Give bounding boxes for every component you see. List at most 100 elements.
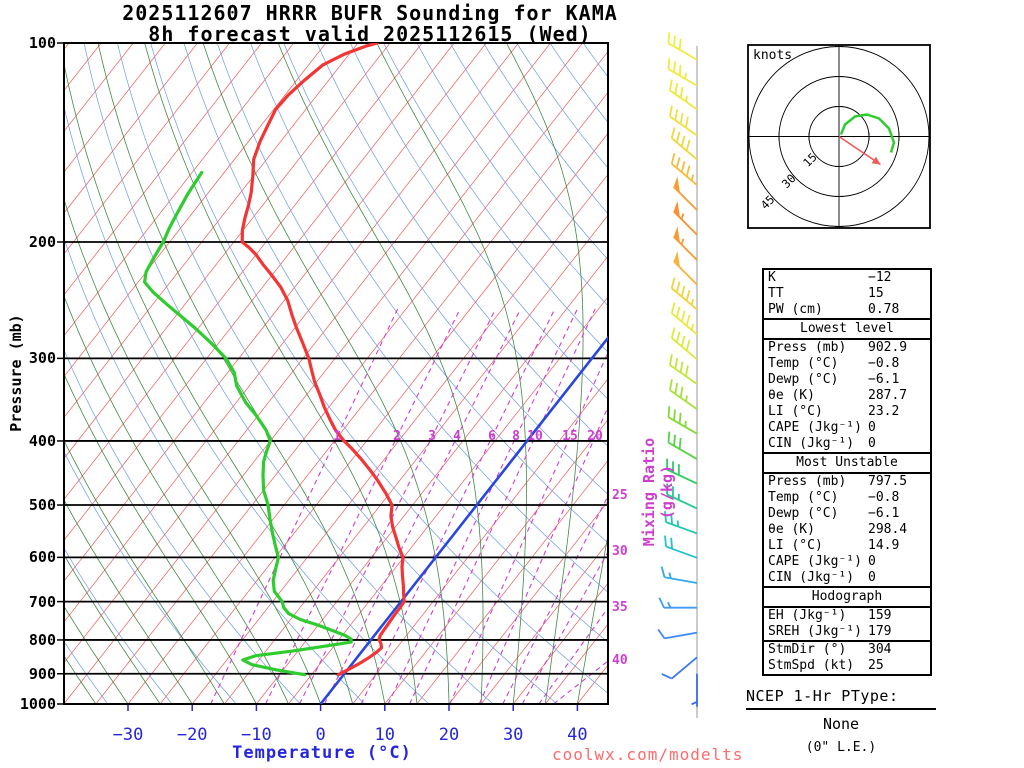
indices-row: PW (cm) 0.78: [764, 302, 930, 318]
indices-row: LI (°C) 23.2: [764, 404, 930, 420]
wind-barb: [667, 406, 698, 435]
mixing-ratio-label: 30: [612, 544, 628, 559]
indices-row: StmSpd (kt) 25: [764, 658, 930, 674]
wind-barb: [661, 656, 698, 680]
indices-row-label: CIN (Jkg⁻¹): [768, 570, 855, 585]
pressure-tick-label: 1000: [19, 695, 56, 713]
wind-barb: [669, 79, 698, 111]
indices-row-value: 0: [868, 420, 876, 435]
indices-row-value: 298.4: [868, 522, 908, 537]
wind-barb: [667, 58, 698, 87]
indices-row-value: −6.1: [868, 372, 900, 387]
indices-row-value: 902.9: [868, 340, 908, 355]
indices-row-value: 287.7: [868, 388, 908, 403]
chart-title-line1: 2025112607 HRRR BUFR Sounding for KAMA: [122, 1, 618, 25]
indices-row-label: SREH (Jkg⁻¹): [768, 624, 862, 639]
indices-row-label: TT: [768, 286, 784, 301]
temperature-tick-label: −20: [176, 725, 208, 745]
pressure-axis-label: Pressure (mb): [7, 314, 25, 432]
wind-barb-column: [657, 32, 698, 718]
indices-row-value: 23.2: [868, 404, 900, 419]
indices-row-value: 15: [868, 286, 884, 301]
indices-row-label: K: [768, 270, 776, 285]
temperature-tick-label: 0: [315, 725, 326, 745]
mixing-ratio-label: 2: [393, 429, 401, 444]
wind-barb: [673, 250, 698, 286]
mixing-ratio-label: 15: [562, 429, 578, 444]
indices-row-label: θe (K): [768, 388, 815, 403]
ptype-detail: (0" L.E.): [805, 740, 877, 755]
mixing-ratio-label: 6: [488, 429, 496, 444]
mixing-ratio-label: 35: [612, 600, 628, 615]
pressure-tick-label: 300: [28, 349, 56, 368]
indices-row-label: LI (°C): [768, 538, 823, 553]
ptype-value: None: [822, 715, 860, 733]
wind-barb: [670, 277, 698, 311]
wind-barb: [673, 226, 698, 261]
temperature-tick-label: 30: [502, 725, 524, 745]
temperature-axis-label: Temperature (°C): [232, 743, 412, 763]
indices-row-value: −0.8: [868, 356, 900, 371]
indices-row: Dewp (°C) −6.1: [764, 372, 930, 388]
indices-row-label: StmSpd (kt): [768, 658, 855, 673]
wind-barb: [691, 673, 698, 707]
indices-row-value: 25: [868, 658, 884, 673]
pressure-tick-label: 600: [28, 548, 56, 567]
indices-row-label: StmDir (°): [768, 642, 847, 657]
temperature-tick-label: 40: [567, 725, 588, 745]
pressure-grid-lines: [57, 42, 608, 711]
pressure-tick-label: 700: [28, 592, 56, 611]
pressure-tick-label: 100: [28, 34, 56, 52]
indices-section: Lowest level Press (mb) 902.9 Temp (°C) −0.8…: [764, 318, 930, 452]
wind-barb: [670, 327, 698, 361]
wind-barb: [670, 302, 698, 336]
indices-row-label: Temp (°C): [768, 356, 839, 371]
wind-barb: [657, 628, 698, 640]
indices-row-label: Press (mb): [768, 340, 847, 355]
indices-row: Press (mb) 902.9: [764, 340, 930, 356]
indices-row: Temp (°C) −0.8: [764, 490, 930, 506]
mixing-ratio-label: 10: [527, 429, 543, 444]
indices-row-label: LI (°C): [768, 404, 823, 419]
indices-row-value: 304: [868, 642, 892, 657]
indices-row-value: 179: [868, 624, 892, 639]
wind-barb: [670, 127, 698, 161]
pressure-tick-label: 900: [28, 664, 56, 683]
wind-barb: [669, 354, 698, 385]
indices-row: CIN (Jkg⁻¹) 0: [764, 570, 930, 586]
indices-row: K −12: [764, 270, 930, 286]
indices-row-label: EH (Jkg⁻¹): [768, 608, 847, 623]
indices-row-value: 159: [868, 608, 892, 623]
indices-row-value: −12: [868, 270, 892, 285]
ptype-heading: NCEP 1-Hr PType:: [746, 687, 936, 710]
indices-row-value: 0: [868, 436, 876, 451]
wind-barb: [658, 597, 697, 609]
wind-barb: [673, 201, 698, 236]
pressure-tick-label: 400: [28, 431, 56, 450]
indices-section: Hodograph EH (Jkg⁻¹) 159 SREH (Jkg⁻¹) 179: [764, 586, 930, 640]
mixing-ratio-label: 25: [612, 488, 628, 503]
indices-section: StmDir (°) 304 StmSpd (kt) 25: [764, 640, 930, 674]
indices-row-label: Press (mb): [768, 474, 847, 489]
wind-barb: [666, 483, 698, 510]
pressure-tick-label: 200: [28, 232, 56, 251]
wind-barb: [664, 535, 698, 559]
indices-row: SREH (Jkg⁻¹) 179: [764, 624, 930, 640]
indices-section-title: Lowest level: [764, 320, 930, 340]
wind-barb: [673, 176, 698, 211]
wind-barb: [664, 511, 698, 535]
indices-row: EH (Jkg⁻¹) 159: [764, 608, 930, 624]
indices-row-label: Dewp (°C): [768, 372, 839, 387]
hodograph-trace: [839, 113, 896, 153]
temperature-tick-label: 10: [374, 725, 396, 745]
indices-table: K −12 TT 15 PW (cm) 0.78 Lowest level Press (mb…: [762, 268, 932, 676]
indices-section: Most Unstable Press (mb) 797.5 Temp (°C) −0.…: [764, 452, 930, 586]
temperature-tick-label: −30: [112, 725, 144, 745]
indices-row: TT 15: [764, 286, 930, 302]
indices-row: CAPE (Jkg⁻¹) 0: [764, 554, 930, 570]
wind-barb: [667, 32, 698, 61]
indices-row: Temp (°C) −0.8: [764, 356, 930, 372]
wind-barb: [669, 379, 698, 410]
indices-row-label: CAPE (Jkg⁻¹): [768, 420, 862, 435]
